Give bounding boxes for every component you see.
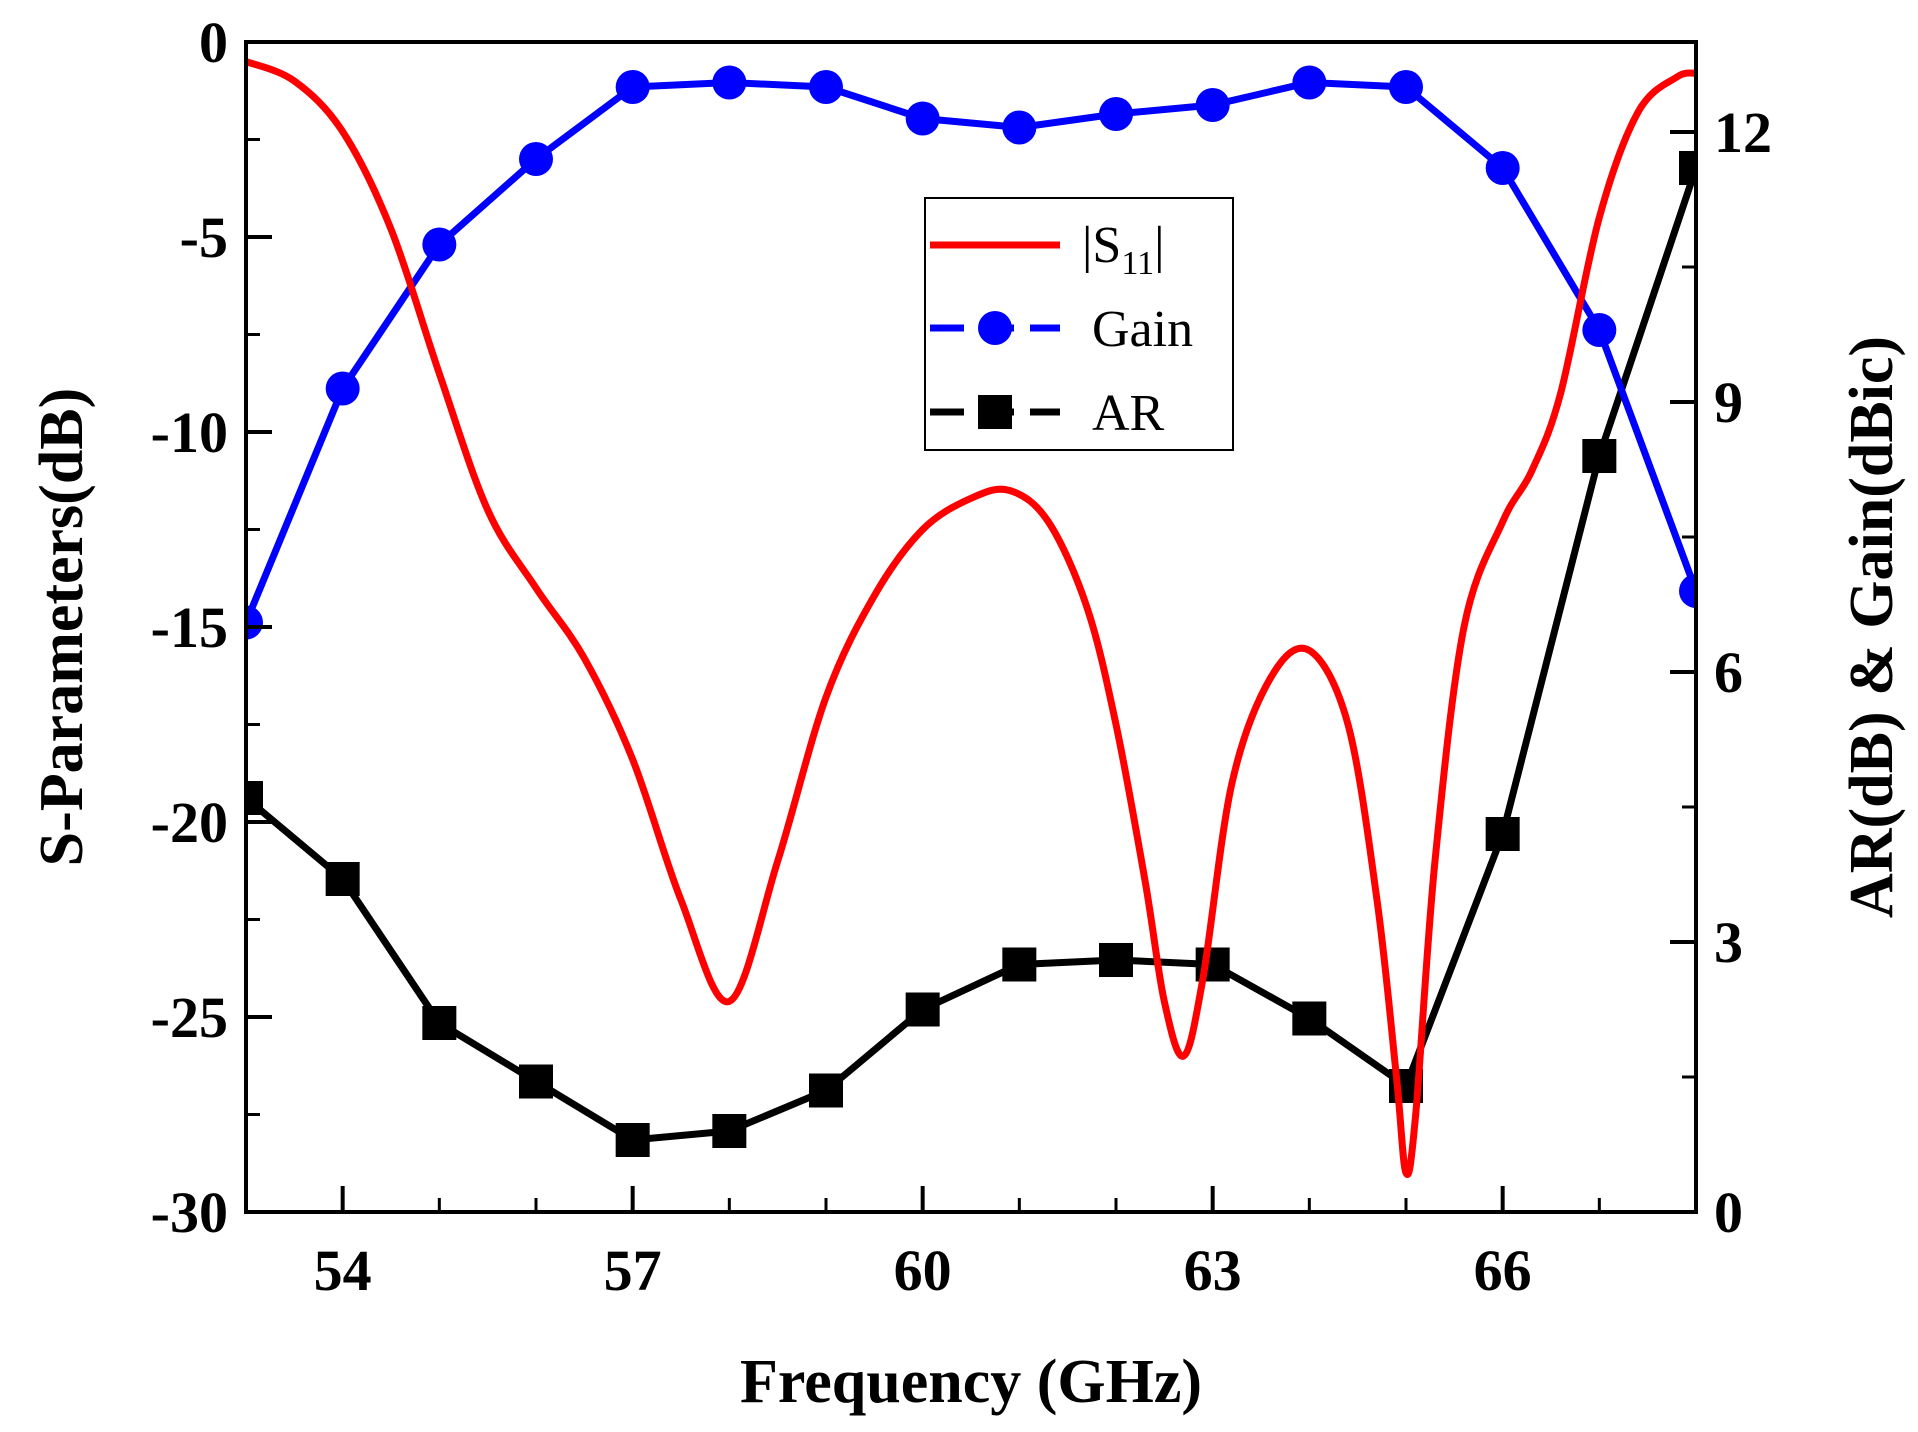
ar-point <box>1099 943 1133 977</box>
gain-line <box>246 79 1696 624</box>
s11-curve <box>246 58 1696 1178</box>
x-tick-label: 54 <box>314 1238 372 1303</box>
gain-point <box>1582 313 1617 347</box>
ar-point <box>1292 1001 1327 1036</box>
y-left-axis-title: S-Parameters(dB) <box>28 388 96 867</box>
gain-point <box>325 371 360 406</box>
x-tick-label: 60 <box>894 1238 952 1303</box>
gain-point <box>1195 88 1230 122</box>
legend: |S11| Gain AR <box>924 197 1234 451</box>
legend-ar-marker <box>978 395 1012 429</box>
legend-box <box>924 197 1234 451</box>
y-left-tick-label: -20 <box>151 790 228 855</box>
y-right-tick-label: 6 <box>1714 640 1743 705</box>
x-tick-label: 57 <box>604 1238 662 1303</box>
y-left-tick-label: -5 <box>180 205 228 270</box>
y-left-tick-label: -15 <box>151 595 228 660</box>
gain-point <box>1679 574 1696 608</box>
ar-point <box>519 1064 553 1099</box>
gain-point <box>1002 110 1037 145</box>
y-left-tick-label: 0 <box>199 10 228 75</box>
gain-point <box>246 605 263 640</box>
y-right-tick-label: 0 <box>1714 1180 1743 1245</box>
gain-point <box>615 70 650 104</box>
y-left-tick-label: -25 <box>151 985 228 1050</box>
legend-gain-marker <box>978 311 1012 345</box>
x-axis-title: Frequency (GHz) <box>740 1348 1202 1416</box>
y-right-tick-label: 3 <box>1714 910 1743 975</box>
x-tick-label: 63 <box>1184 1238 1242 1303</box>
y-right-axis-title: AR(dB) & Gain(dBic) <box>1838 336 1906 918</box>
ar-point <box>325 862 360 896</box>
gain-point <box>1389 70 1423 104</box>
gain-point <box>809 70 843 104</box>
gain-point <box>422 227 457 262</box>
gain-point <box>1292 65 1327 100</box>
ar-line <box>246 166 1696 1144</box>
ar-point <box>1002 947 1037 982</box>
y-left-tick-label: -30 <box>151 1180 228 1245</box>
y-left-tick-label: -10 <box>151 400 228 465</box>
gain-point <box>519 142 553 176</box>
legend-ar-label: AR <box>1092 385 1165 442</box>
gain-point <box>712 65 747 100</box>
ar-point <box>246 781 263 815</box>
ar-point <box>809 1073 843 1108</box>
ar-point <box>712 1114 747 1148</box>
ar-point <box>905 992 940 1027</box>
legend-gain-label: Gain <box>1092 301 1193 358</box>
gain-point <box>1485 151 1520 185</box>
ar-point <box>422 1006 457 1040</box>
ar-point <box>1582 439 1617 473</box>
ar-point <box>1485 817 1520 851</box>
gain-point <box>905 101 940 136</box>
ar-point <box>615 1123 650 1157</box>
gain-point <box>1099 97 1133 131</box>
x-tick-label: 66 <box>1474 1238 1532 1303</box>
y-right-tick-label: 12 <box>1714 100 1772 165</box>
y-right-tick-label: 9 <box>1714 370 1743 435</box>
legend-s11-label: |S11| <box>1082 217 1165 282</box>
ar-point <box>1679 151 1696 185</box>
